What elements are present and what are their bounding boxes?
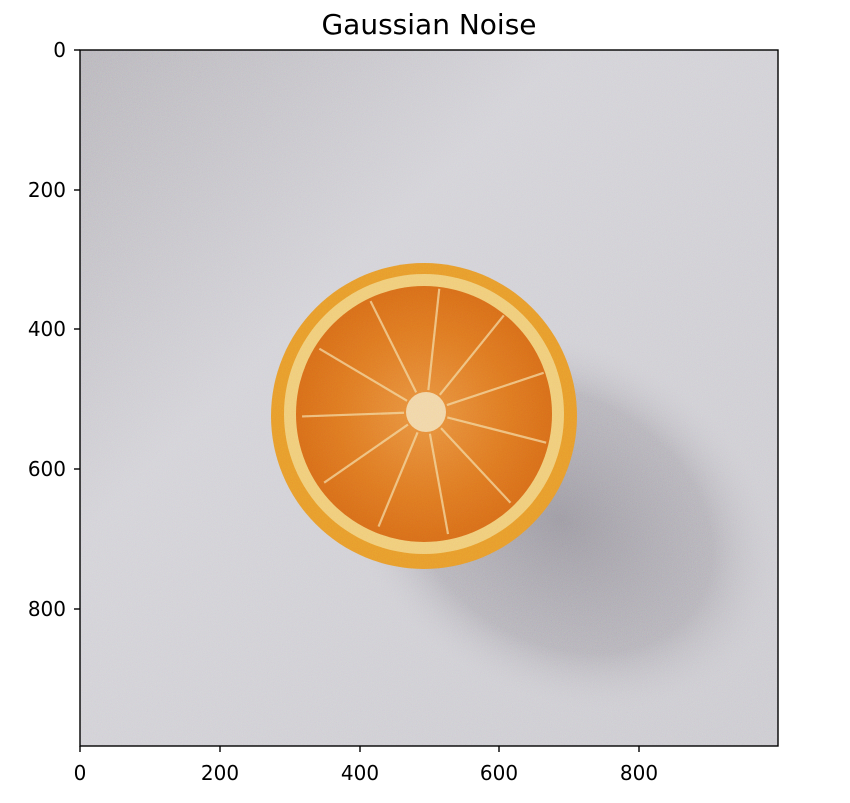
image-area	[80, 50, 778, 746]
x-tick-label: 600	[480, 761, 518, 785]
segment-membrane	[377, 431, 419, 527]
figure-title: Gaussian Noise	[321, 8, 536, 41]
y-tick-label: 200	[28, 178, 66, 202]
segment-membrane	[428, 433, 450, 535]
orange-center	[406, 392, 446, 432]
orange-segments	[302, 288, 547, 535]
x-tick-label: 400	[341, 761, 379, 785]
segment-membrane	[440, 427, 512, 504]
y-axis: 0 200 400 600 800	[28, 38, 80, 621]
segment-membrane	[369, 300, 418, 393]
x-tick-label: 200	[201, 761, 239, 785]
segment-membrane	[302, 411, 405, 418]
y-tick-label: 400	[28, 317, 66, 341]
x-tick-label: 800	[620, 761, 658, 785]
y-tick-label: 600	[28, 457, 66, 481]
axes-frame	[79, 49, 779, 747]
y-tick-label: 800	[28, 597, 66, 621]
y-tick-label: 0	[53, 38, 66, 62]
x-axis: 0 200 400 600 800	[74, 746, 658, 785]
segment-membrane	[427, 288, 441, 391]
segment-membrane	[447, 416, 547, 444]
segment-membrane	[318, 347, 408, 402]
segment-membrane	[446, 371, 545, 407]
segment-membrane	[438, 314, 505, 396]
x-tick-label: 0	[74, 761, 87, 785]
segment-membrane	[323, 423, 409, 484]
